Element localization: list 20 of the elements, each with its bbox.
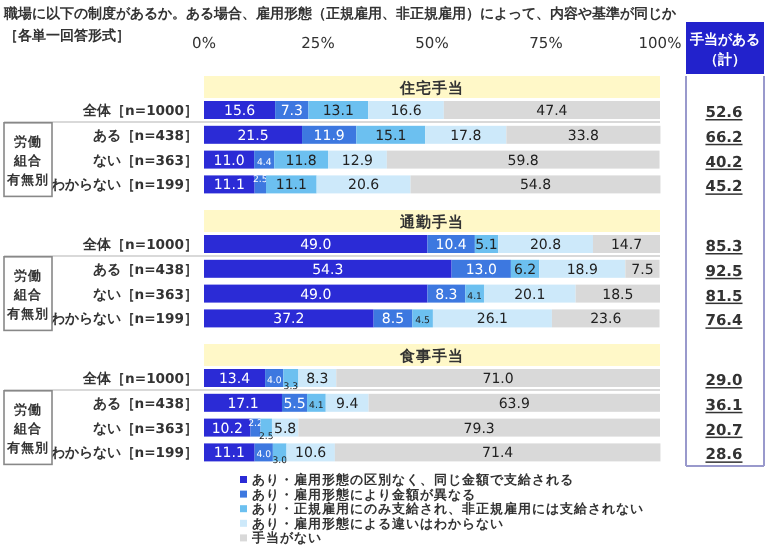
bar [356, 125, 426, 144]
bar [483, 284, 576, 303]
bar [204, 259, 452, 278]
bar [410, 175, 661, 194]
bar [551, 309, 660, 328]
bar [386, 150, 660, 169]
bar [334, 443, 661, 462]
bar [298, 418, 660, 437]
bar [316, 175, 411, 194]
bar [204, 393, 282, 412]
bar [443, 101, 660, 119]
bar [368, 393, 660, 412]
bar [336, 369, 660, 387]
bar [204, 235, 428, 253]
bar [204, 125, 303, 144]
bar [204, 284, 428, 303]
bar [506, 125, 661, 144]
bar [204, 309, 374, 328]
bar [498, 235, 593, 253]
bar [432, 309, 552, 328]
